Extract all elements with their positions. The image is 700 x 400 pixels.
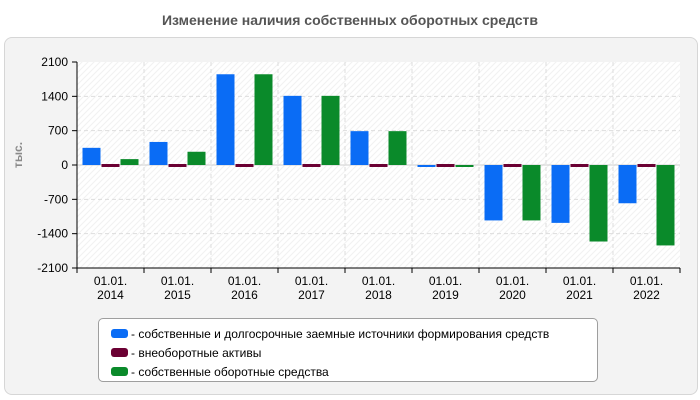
bar-1-2021: [551, 165, 570, 223]
x-tick-label: 01.01. 2017: [295, 274, 328, 302]
bar-1-2016: [216, 74, 235, 165]
x-tick-label-line1: 01.01.: [429, 274, 462, 288]
y-axis-label: тыс.: [11, 142, 25, 168]
x-tick-label-line1: 01.01.: [630, 274, 663, 288]
bar-3-2017: [321, 95, 340, 165]
bar-3-2022: [656, 165, 675, 246]
x-tick-label-line1: 01.01.: [161, 274, 194, 288]
x-tick-label-line1: 01.01.: [563, 274, 596, 288]
x-tick-label-line2: 2022: [633, 288, 660, 302]
x-tick-label-line1: 01.01.: [295, 274, 328, 288]
chart-title: Изменение наличия собственных оборотных …: [161, 12, 539, 28]
bar-3-2018: [388, 131, 407, 165]
bar-3-2016: [254, 74, 273, 165]
bar-2-2020: [503, 164, 522, 167]
x-tick-label: 01.01. 2021: [563, 274, 596, 302]
x-tick-label-line1: 01.01.: [228, 274, 261, 288]
bar-3-2014: [120, 159, 139, 165]
x-tick-label-line2: 2019: [432, 288, 459, 302]
y-tick-label: -2100: [37, 261, 68, 275]
y-tick-label: -700: [44, 192, 68, 206]
y-tick-label: 1400: [41, 89, 68, 103]
x-tick-label: 01.01. 2014: [94, 274, 127, 302]
bar-1-2015: [149, 141, 168, 165]
x-tick-label-line2: 2015: [164, 288, 191, 302]
legend-label-working-capital: - собственные оборотные средства: [131, 364, 329, 379]
bar-1-2022: [618, 165, 637, 204]
bar-2-2022: [637, 164, 656, 167]
bar-2-2018: [369, 164, 388, 167]
x-tick-label: 01.01. 2019: [429, 274, 462, 302]
legend: - собственные и долгосрочные заемные ист…: [98, 318, 598, 382]
bar-2-2016: [235, 164, 254, 167]
legend-label-noncurrent-assets: - внеоборотные активы: [131, 345, 262, 360]
x-tick-label-line2: 2014: [97, 288, 124, 302]
x-tick-label-line1: 01.01.: [496, 274, 529, 288]
legend-item-sources: - собственные и долгосрочные заемные ист…: [111, 324, 597, 343]
y-tick-label: 2100: [41, 55, 68, 69]
bar-2-2015: [168, 164, 187, 167]
y-tick-label: 700: [48, 124, 68, 138]
x-tick-label: 01.01. 2018: [362, 274, 395, 302]
bar-1-2020: [484, 165, 503, 221]
bar-2-2019: [436, 164, 455, 167]
bar-3-2020: [522, 165, 541, 221]
bar-1-2019: [417, 165, 436, 167]
legend-swatch-working-capital: [111, 367, 128, 376]
bar-2-2014: [101, 164, 120, 167]
x-tick-label-line2: 2018: [365, 288, 392, 302]
x-tick-label-line2: 2016: [231, 288, 258, 302]
x-tick-label-line1: 01.01.: [94, 274, 127, 288]
x-tick-label: 01.01. 2016: [228, 274, 261, 302]
legend-label-sources: - собственные и долгосрочные заемные ист…: [131, 326, 550, 341]
legend-swatch-noncurrent-assets: [111, 348, 128, 357]
x-tick-label-line2: 2020: [499, 288, 526, 302]
legend-item-noncurrent-assets: - внеоборотные активы: [111, 343, 597, 362]
x-tick-label-line2: 2017: [298, 288, 325, 302]
x-tick-label: 01.01. 2015: [161, 274, 194, 302]
bar-2-2021: [570, 164, 589, 167]
bar-1-2014: [82, 147, 101, 165]
legend-swatch-sources: [111, 329, 128, 338]
x-tick-label-line1: 01.01.: [362, 274, 395, 288]
x-tick-label-line2: 2021: [566, 288, 593, 302]
x-tick-label: 01.01. 2022: [630, 274, 663, 302]
x-tick-label: 01.01. 2020: [496, 274, 529, 302]
bar-1-2017: [283, 95, 302, 165]
y-tick-label: -1400: [37, 227, 68, 241]
bar-2-2017: [302, 164, 321, 167]
y-tick-label: 0: [61, 158, 68, 172]
bar-3-2015: [187, 151, 206, 165]
legend-item-working-capital: - собственные оборотные средства: [111, 362, 597, 381]
bar-3-2021: [589, 165, 608, 242]
bar-3-2019: [455, 165, 474, 167]
bar-1-2018: [350, 131, 369, 165]
